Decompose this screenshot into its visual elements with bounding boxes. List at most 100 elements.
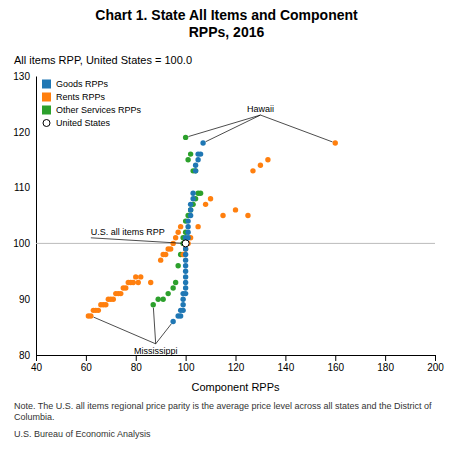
y-tick-label: 80 (19, 350, 31, 361)
point (131, 280, 136, 285)
point (175, 263, 180, 268)
y-tick-label: 130 (13, 71, 30, 82)
point (185, 224, 190, 229)
legend-swatch (42, 93, 51, 102)
legend-item: Goods RPPs (42, 79, 109, 89)
x-tick: 200 (427, 355, 444, 373)
point (198, 151, 203, 156)
point (188, 207, 193, 212)
legend-swatch (42, 106, 51, 115)
point (220, 213, 225, 218)
legend: Goods RPPs Rents RPPs Other Services RPPs U… (42, 79, 142, 128)
point (188, 213, 193, 218)
x-tick: 180 (377, 355, 394, 373)
point (180, 302, 185, 307)
point (136, 280, 141, 285)
point (185, 157, 190, 162)
point (170, 319, 175, 324)
legend-label: Rents RPPs (56, 92, 106, 102)
point (151, 302, 156, 307)
x-tick-label: 60 (81, 362, 93, 373)
point (170, 285, 175, 290)
series-0 (170, 140, 205, 324)
series-2 (151, 135, 204, 308)
annotation-line (206, 115, 261, 142)
point (180, 308, 185, 313)
point (88, 313, 93, 318)
point (193, 168, 198, 173)
x-tick: 80 (131, 355, 143, 373)
point (180, 297, 185, 302)
x-axis-line (37, 356, 436, 362)
point (163, 252, 168, 257)
point (175, 230, 180, 235)
x-tick-mark (335, 355, 336, 361)
annotation: Hawaii (247, 104, 274, 114)
point (190, 196, 195, 201)
point (190, 190, 195, 195)
point (123, 285, 128, 290)
legend-item: Other Services RPPs (42, 105, 142, 115)
point (96, 308, 101, 313)
point (160, 297, 165, 302)
point (183, 291, 188, 296)
legend-item: United States (43, 118, 111, 128)
point (133, 274, 138, 279)
point (250, 168, 255, 173)
y-tick: 130 (13, 71, 36, 82)
annotation-line (94, 317, 156, 344)
legend-label: United States (56, 118, 111, 128)
point (158, 257, 163, 262)
y-tick-label: 100 (13, 238, 30, 249)
point (208, 196, 213, 201)
y-tick-label: 110 (14, 182, 30, 193)
x-axis-title: Component RPPs (191, 381, 280, 393)
x-tick-label: 180 (377, 362, 394, 373)
point (183, 274, 188, 279)
series-1 (86, 140, 338, 318)
source: U.S. Bureau of Economic Analysis (14, 429, 151, 439)
point (333, 140, 338, 145)
point (118, 291, 123, 296)
y-tick-label: 90 (19, 294, 31, 305)
point (148, 280, 153, 285)
point (183, 257, 188, 262)
legend-label: Goods RPPs (56, 79, 109, 89)
reference-line (36, 243, 435, 244)
point (198, 190, 203, 195)
x-tick-mark (186, 355, 187, 361)
x-tick-label: 140 (278, 362, 295, 373)
legend-label: Other Services RPPs (56, 105, 142, 115)
point (203, 202, 208, 207)
annotation-line (91, 238, 182, 243)
point (155, 297, 160, 302)
x-tick-label: 120 (228, 362, 245, 373)
x-tick-mark (36, 355, 37, 361)
title: Chart 1. State All Items and ComponentRP… (95, 7, 358, 40)
x-tick-mark (86, 355, 87, 361)
y-tick: 100 (13, 238, 36, 249)
point (265, 157, 270, 162)
x-tick-mark (385, 355, 386, 361)
annotation-line (188, 115, 260, 136)
y-axis-line (36, 77, 37, 356)
plot-area: 4060801001201401601802008090100110120130… (13, 71, 444, 373)
annotation: U.S. all items RPP (91, 227, 165, 237)
chart-svg: Chart 1. State All Items and ComponentRP… (0, 0, 453, 459)
x-tick: 120 (228, 355, 245, 373)
point (173, 280, 178, 285)
point (170, 241, 175, 246)
point (195, 224, 200, 229)
point (178, 313, 183, 318)
point (195, 157, 200, 162)
point (138, 274, 143, 279)
point (183, 285, 188, 290)
annotation-line (260, 115, 332, 142)
x-tick-mark (285, 355, 286, 361)
point (173, 235, 178, 240)
y-tick: 80 (19, 350, 36, 361)
y-axis: 8090100110120130 (13, 71, 36, 361)
y-tick: 90 (19, 294, 36, 305)
point (165, 291, 170, 296)
subtitle: All items RPP, United States = 100.0 (14, 54, 192, 66)
